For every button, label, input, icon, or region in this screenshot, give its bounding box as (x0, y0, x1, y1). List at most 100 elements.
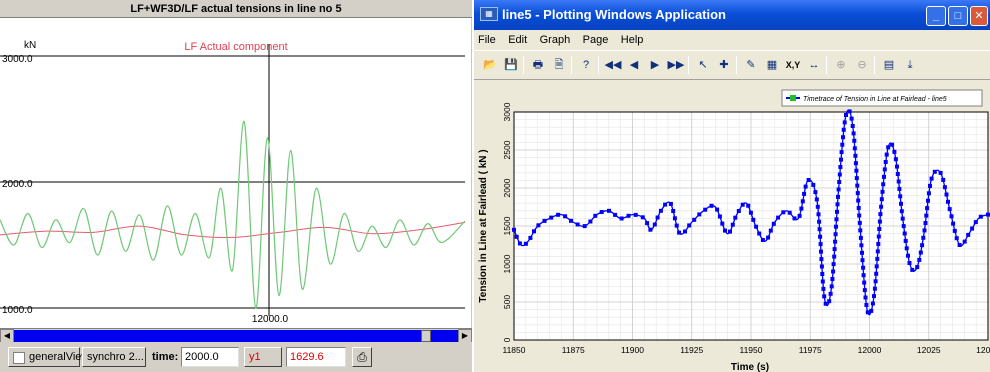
right-series-marker (811, 182, 816, 187)
general-view-button[interactable]: generalView (8, 347, 89, 367)
left-bottom-controls: generalView synchro 2... time: 2000.0 y1… (0, 342, 472, 372)
series-selector-button[interactable]: y1 (244, 347, 282, 367)
series-value-field[interactable]: 1629.6 (286, 347, 346, 367)
right-legend-box (781, 89, 983, 107)
right-series-marker (886, 145, 891, 150)
toolbar-separator (523, 56, 524, 74)
app-icon: ▦ (480, 7, 498, 21)
printer-icon[interactable]: ⎙ (352, 347, 372, 367)
xy-icon[interactable]: X,Y (785, 60, 801, 70)
right-series-marker (687, 223, 692, 228)
plotting-window: ▦ line5 - Plotting Windows Application _… (474, 0, 990, 372)
right-series-marker (880, 189, 885, 194)
right-series-marker (830, 277, 835, 281)
menu-file[interactable]: File (478, 34, 496, 46)
left-plot-area[interactable]: kN LF Actual component 3000.0 2000.0 100… (0, 18, 472, 328)
minimize-icon[interactable]: _ (926, 6, 946, 26)
pen-icon[interactable]: ✎ (746, 59, 756, 71)
grid-icon[interactable]: ▦ (766, 59, 778, 71)
right-series-marker (895, 164, 899, 169)
right-series-marker (832, 247, 837, 252)
menubar: File Edit Graph Page Help (474, 30, 990, 50)
scroll-track[interactable] (14, 330, 458, 342)
table-icon[interactable]: ▤ (883, 59, 895, 71)
right-series-marker (918, 250, 923, 255)
right-series-marker (949, 214, 954, 219)
save-icon[interactable]: 💾 (504, 59, 518, 71)
right-series-marker (861, 273, 866, 278)
right-series-marker (856, 198, 861, 203)
next-icon[interactable]: ▶ (650, 59, 660, 71)
print-preview-icon[interactable]: 🗎 (554, 59, 564, 71)
menu-help[interactable]: Help (620, 34, 644, 46)
right-series-marker (833, 232, 838, 237)
right-series-marker (857, 220, 862, 225)
right-series-marker (672, 216, 677, 221)
right-series-group (512, 109, 990, 316)
right-series-marker (815, 204, 820, 209)
right-series-marker (841, 127, 846, 132)
time-field[interactable]: 2000.0 (181, 347, 239, 367)
right-series-marker (655, 215, 660, 220)
right-series-marker (748, 210, 753, 215)
right-series-marker (837, 172, 842, 177)
right-xtick-label: 11900 (621, 345, 644, 355)
right-series-marker (928, 183, 932, 188)
right-series-marker (835, 202, 840, 207)
menu-edit[interactable]: Edit (508, 34, 528, 46)
right-series-marker (607, 208, 611, 213)
right-grid (513, 111, 989, 341)
right-series-marker (875, 249, 880, 254)
export-icon[interactable]: ⤓ (907, 59, 913, 71)
right-series-marker (683, 229, 687, 234)
arrows-icon[interactable]: ↔ (808, 59, 820, 71)
maximize-icon[interactable]: □ (948, 6, 968, 26)
right-xtick-label: 11950 (739, 345, 762, 355)
right-series-marker (619, 216, 624, 221)
right-series-marker (652, 222, 657, 227)
right-series-marker (970, 226, 975, 231)
right-series-marker (838, 165, 843, 169)
window-title: line5 - Plotting Windows Application (502, 7, 727, 22)
synchro-button[interactable]: synchro 2... (82, 347, 146, 367)
right-series-marker (692, 217, 697, 222)
right-series-marker (536, 223, 541, 228)
crosshair-icon[interactable]: ✚ (719, 59, 729, 71)
zoom-in-icon[interactable]: ⊕ (836, 59, 846, 71)
window-titlebar[interactable]: ▦ line5 - Plotting Windows Application _… (474, 0, 990, 30)
menu-graph[interactable]: Graph (539, 34, 571, 46)
right-series-marker (926, 198, 930, 203)
right-ytick-label: 1000 (502, 254, 512, 273)
scroll-thumb[interactable] (421, 330, 431, 342)
menu-page[interactable]: Page (582, 34, 609, 46)
right-series-marker (844, 113, 848, 117)
last-icon[interactable]: ▶▶ (667, 59, 685, 71)
right-series-marker (818, 242, 823, 247)
right-series-marker (872, 294, 876, 299)
print-icon[interactable]: 🖶 (532, 59, 544, 71)
right-series-marker (709, 203, 714, 208)
right-series-marker (852, 146, 857, 151)
scroll-right-arrow-icon[interactable]: ▶ (458, 329, 472, 343)
right-series-marker (860, 258, 865, 263)
right-plot-area[interactable]: 11850 11875 11900 11925 11950 11975 12000 12025… (474, 80, 990, 372)
prev-icon[interactable]: ◀ (629, 59, 639, 71)
right-series-marker (966, 232, 971, 237)
right-series-marker (556, 212, 561, 217)
right-series-marker (829, 284, 834, 289)
right-series-marker (857, 213, 862, 218)
right-plot-frame (513, 111, 989, 341)
right-series-marker (776, 215, 781, 220)
pointer-icon[interactable]: ↖ (698, 59, 708, 71)
first-icon[interactable]: ◀◀ (604, 59, 622, 71)
help-icon[interactable]: ? (582, 59, 590, 71)
right-series-marker (803, 184, 808, 189)
zoom-out-icon[interactable]: ⊖ (857, 59, 867, 71)
scroll-left-arrow-icon[interactable]: ◀ (0, 329, 14, 343)
right-series-marker (839, 157, 843, 162)
right-ytick-label: 2500 (502, 140, 512, 159)
open-icon[interactable]: 📂 (483, 59, 497, 71)
left-ytick-3000: 3000.0 (2, 54, 33, 65)
left-scrollbar[interactable]: ◀ ▶ (0, 328, 472, 343)
close-icon[interactable]: ✕ (970, 6, 988, 26)
